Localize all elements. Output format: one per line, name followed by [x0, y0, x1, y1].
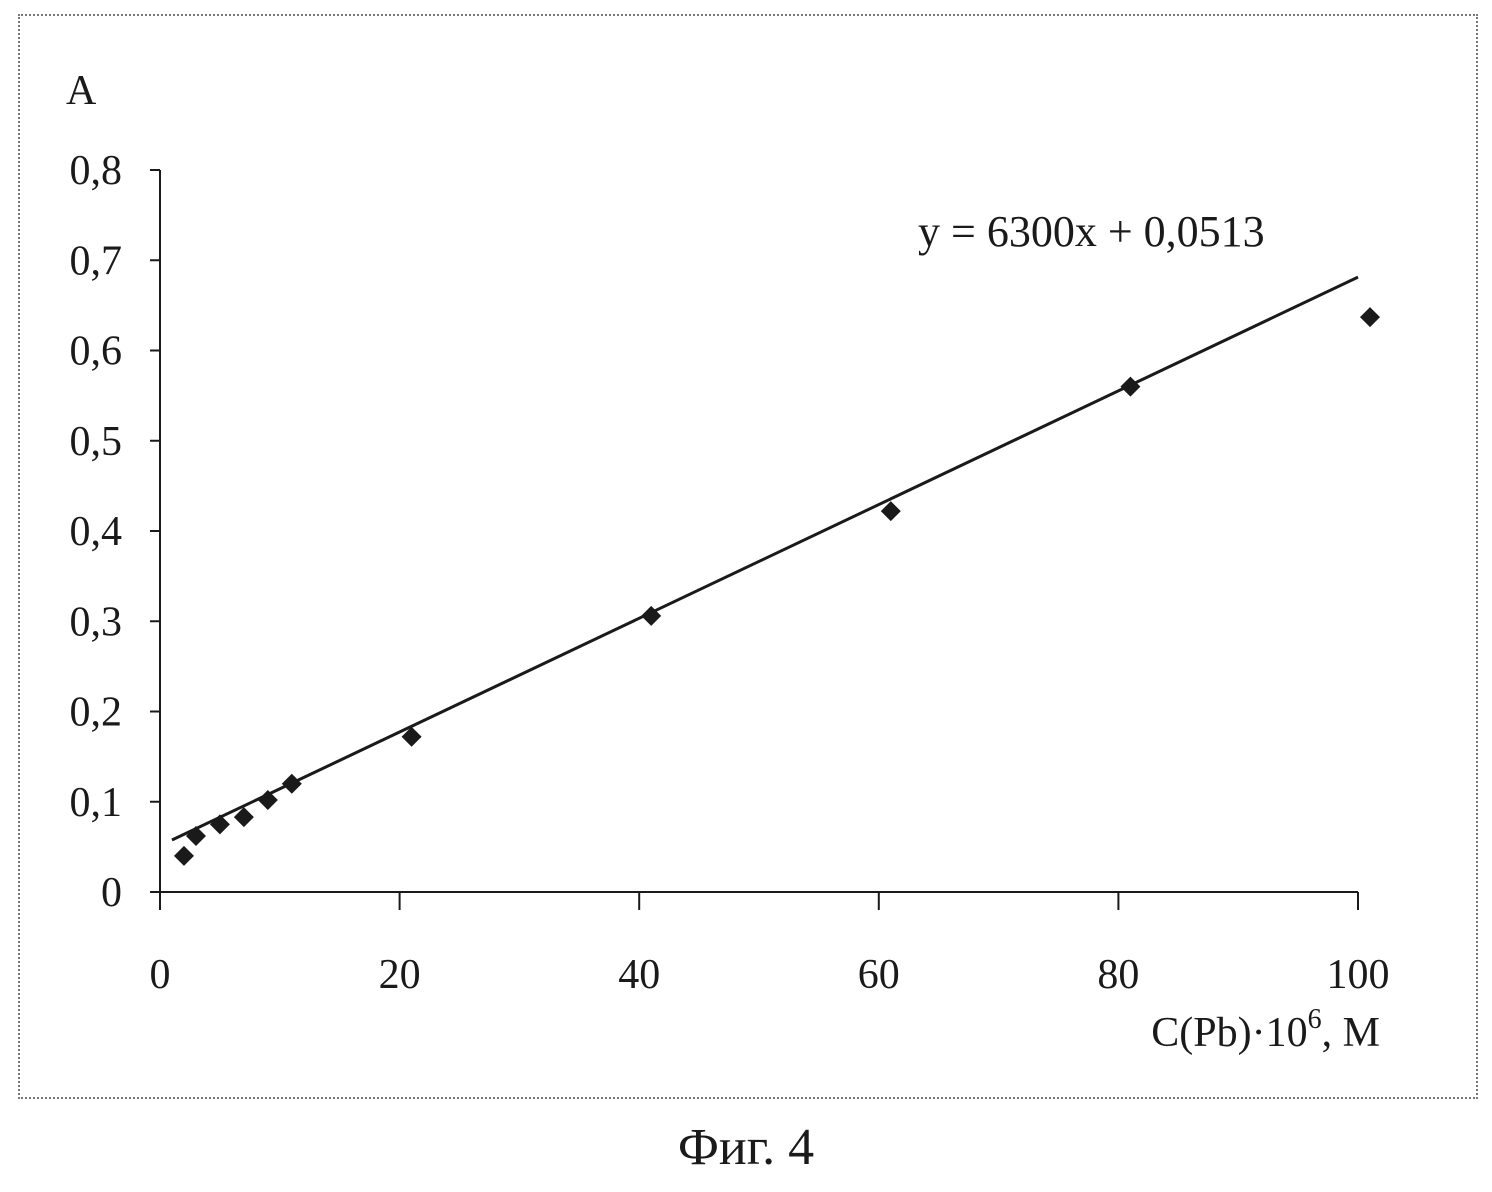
y-tick-label: 0: [101, 870, 122, 916]
y-tick-label: 0,7: [70, 238, 123, 284]
y-axis-label: A: [66, 68, 97, 114]
x-tick-label: 20: [379, 952, 421, 998]
x-tick-label: 40: [618, 952, 660, 998]
calibration-chart: 0 0,1 0,2 0,3 0,4 0,5 0,6 0,7 0,8 0 20 40 60 80 100 A…: [0, 0, 1492, 1100]
y-tick-label: 0,1: [70, 780, 123, 826]
y-tick-label: 0,2: [70, 690, 123, 736]
x-axis-label: C(Pb)·106, M: [1151, 1004, 1380, 1056]
y-tick-label: 0,6: [70, 329, 123, 375]
data-point: [881, 501, 901, 521]
data-points: [174, 307, 1380, 866]
data-point: [1120, 377, 1140, 397]
x-axis-label-main: C(Pb)·10: [1151, 1010, 1307, 1056]
data-point: [282, 774, 302, 794]
x-tick-label: 60: [858, 952, 900, 998]
data-point: [1360, 307, 1380, 327]
figure-caption: Фиг. 4: [0, 1118, 1492, 1177]
y-tick-labels: 0 0,1 0,2 0,3 0,4 0,5 0,6 0,7 0,8: [70, 148, 123, 916]
data-point: [186, 826, 206, 846]
trendline: [172, 277, 1358, 840]
x-tick-label: 80: [1097, 952, 1139, 998]
x-axis-label-exponent: 6: [1308, 1004, 1322, 1035]
trendline-equation: y = 6300x + 0,0513: [918, 207, 1265, 256]
x-axis-label-unit: , M: [1322, 1010, 1380, 1056]
y-tick-label: 0,5: [70, 419, 123, 465]
data-point: [258, 790, 278, 810]
axes: [150, 170, 1358, 910]
trendline-group: [172, 277, 1358, 840]
x-tick-label: 0: [150, 952, 171, 998]
y-tick-label: 0,4: [70, 509, 123, 555]
data-point: [210, 814, 230, 834]
y-tick-label: 0,8: [70, 148, 123, 194]
x-tick-labels: 0 20 40 60 80 100: [150, 952, 1390, 998]
data-point: [174, 846, 194, 866]
x-tick-label: 100: [1327, 952, 1390, 998]
y-tick-label: 0,3: [70, 599, 123, 645]
